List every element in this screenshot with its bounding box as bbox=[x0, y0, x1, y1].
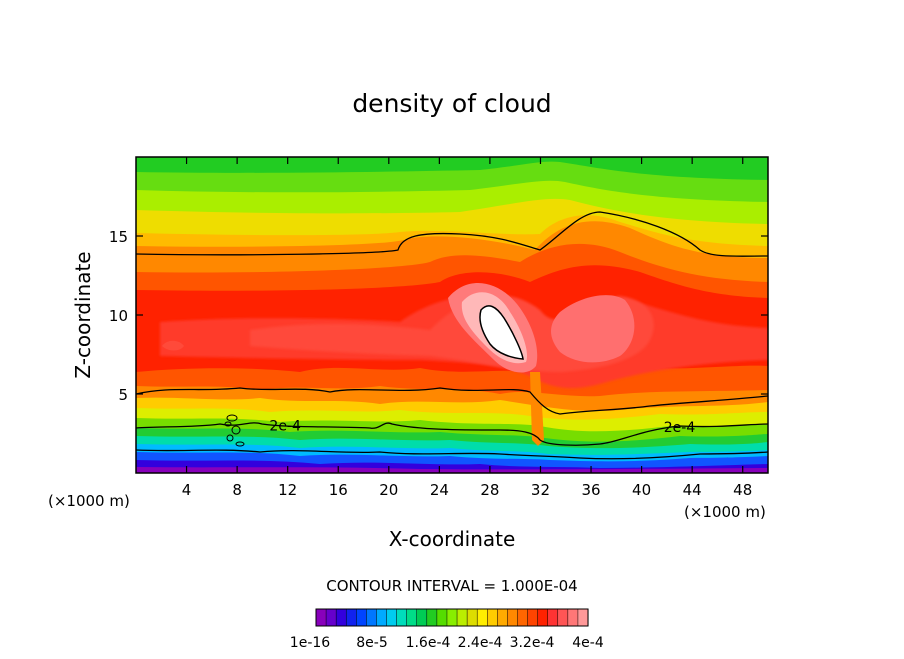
colorbar-swatch bbox=[507, 608, 519, 627]
colorbar-swatch bbox=[436, 608, 448, 627]
colorbar-swatch bbox=[356, 608, 367, 627]
contour-field bbox=[136, 157, 768, 473]
x-tick-label: 12 bbox=[278, 481, 297, 499]
colorbar-swatch bbox=[497, 608, 508, 627]
colorbar-swatch bbox=[517, 608, 529, 627]
x-unit-label-left: (×1000 m) bbox=[48, 492, 130, 510]
colorbar-tick-label: 8e-5 bbox=[356, 635, 387, 651]
chart-title: density of cloud bbox=[352, 89, 551, 118]
x-tick-label: 4 bbox=[182, 481, 192, 499]
x-tick-label: 36 bbox=[581, 481, 600, 499]
colorbar-tick-label: 4e-4 bbox=[572, 635, 604, 651]
x-tick-label: 28 bbox=[480, 481, 499, 499]
colorbar bbox=[315, 608, 589, 627]
colorbar-swatch bbox=[406, 608, 418, 627]
colorbar-swatch bbox=[456, 608, 468, 627]
colorbar-tick-label: 3.2e-4 bbox=[510, 635, 555, 651]
x-tick-label: 24 bbox=[430, 481, 449, 499]
colorbar-swatch bbox=[537, 608, 549, 627]
contour-label: 2e-4 bbox=[664, 420, 696, 436]
colorbar-frame bbox=[315, 608, 589, 627]
colorbar-swatch bbox=[426, 608, 438, 627]
colorbar-swatch bbox=[335, 608, 347, 627]
colorbar-swatch bbox=[487, 608, 498, 627]
contour-label: 2e-4 bbox=[269, 419, 301, 435]
colorbar-swatch bbox=[386, 608, 398, 627]
colorbar-swatch bbox=[527, 608, 539, 627]
colorbar-swatch bbox=[577, 608, 589, 627]
y-tick-label: 15 bbox=[109, 228, 128, 246]
colorbar-swatch bbox=[466, 608, 478, 627]
x-tick-label: 40 bbox=[632, 481, 651, 499]
x-axis-ticks: 4 8 12 16 20 24 28 32 36 40 44 48 bbox=[182, 157, 752, 499]
colorbar-swatch bbox=[416, 608, 428, 627]
y-tick-label: 5 bbox=[118, 386, 128, 404]
contour-interval-label: CONTOUR INTERVAL = 1.000E-04 bbox=[326, 577, 577, 595]
colorbar-swatch bbox=[315, 608, 327, 627]
colorbar-swatch bbox=[366, 608, 377, 627]
colorbar-tick-label: 1e-16 bbox=[290, 635, 330, 651]
y-axis-label: Z-coordinate bbox=[71, 251, 95, 378]
colorbar-tick-label: 1.6e-4 bbox=[406, 635, 451, 651]
x-unit-label-right: (×1000 m) bbox=[684, 503, 766, 521]
colorbar-tick-label: 2.4e-4 bbox=[458, 635, 503, 651]
x-tick-label: 44 bbox=[683, 481, 702, 499]
contour-line-labels: 2e-4 2e-4 bbox=[269, 419, 695, 437]
y-axis-ticks: 5 10 15 bbox=[109, 228, 768, 404]
colorbar-swatch bbox=[567, 608, 579, 627]
y-tick-label: 10 bbox=[109, 307, 128, 325]
x-tick-label: 16 bbox=[329, 481, 348, 499]
x-axis-label: X-coordinate bbox=[389, 527, 516, 551]
colorbar-tick-labels: 1e-16 8e-5 1.6e-4 2.4e-4 3.2e-4 4e-4 bbox=[290, 635, 604, 651]
colorbar-swatch bbox=[325, 608, 337, 627]
x-tick-label: 48 bbox=[733, 481, 752, 499]
colorbar-swatch bbox=[547, 608, 559, 627]
colorbar-swatch bbox=[376, 608, 388, 627]
colorbar-swatch bbox=[446, 608, 458, 627]
x-tick-label: 8 bbox=[232, 481, 242, 499]
contour-features bbox=[136, 211, 768, 460]
colorbar-swatch bbox=[396, 608, 408, 627]
colorbar-swatch bbox=[345, 608, 357, 627]
colorbar-swatch bbox=[476, 608, 488, 627]
x-tick-label: 32 bbox=[531, 481, 550, 499]
x-tick-label: 20 bbox=[379, 481, 398, 499]
colorbar-swatch bbox=[557, 608, 569, 627]
